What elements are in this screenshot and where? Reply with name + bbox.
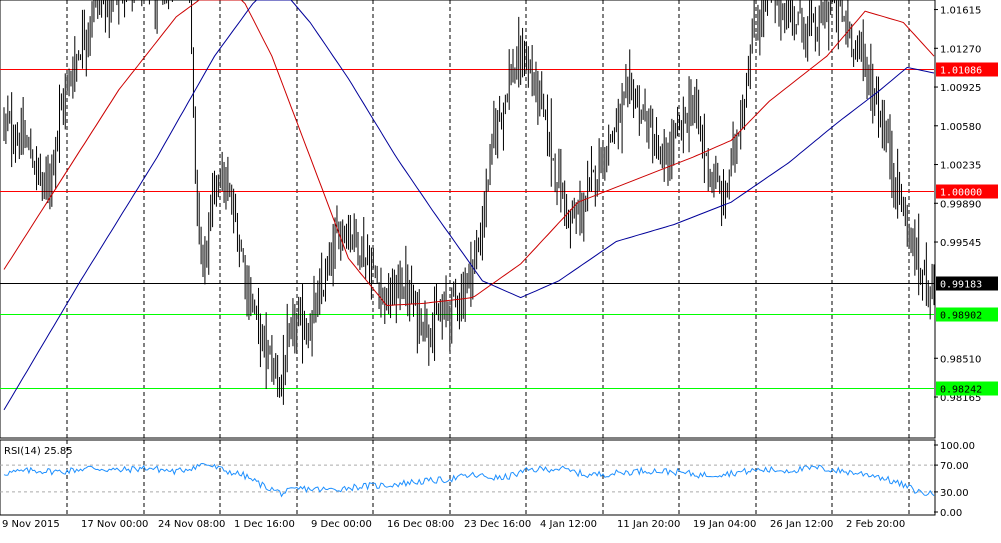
- time-axis-label: 9 Nov 2015: [2, 519, 60, 530]
- ma-blue-line: [3, 0, 935, 411]
- time-axis-label: 4 Jan 12:00: [540, 519, 597, 530]
- time-axis-label: 23 Dec 16:00: [464, 519, 531, 530]
- price-tick-label: 0.99890: [940, 199, 981, 210]
- time-axis-label: 17 Nov 00:00: [81, 519, 148, 530]
- price-tick-label: 0.98510: [940, 354, 981, 365]
- time-axis-label: 19 Jan 04:00: [693, 519, 756, 530]
- rsi-tick-label: 100.00: [940, 441, 975, 452]
- resistance-2-badge-text: 1.00000: [940, 188, 982, 199]
- rsi-tick-label: 30.00: [940, 488, 969, 499]
- resistance-1-badge: [936, 62, 998, 77]
- current-price-badge: [936, 276, 998, 291]
- price-tick-label: 0.99545: [940, 238, 981, 249]
- price-tick-label: 1.00925: [940, 83, 981, 94]
- rsi-line: [3, 462, 935, 498]
- rsi-tick-label: 70.00: [940, 461, 969, 472]
- time-axis-label: 11 Jan 20:00: [617, 519, 680, 530]
- support-2-badge: [936, 381, 998, 396]
- time-axis-label: 9 Dec 00:00: [311, 519, 372, 530]
- current-price-badge-text: 0.99183: [940, 280, 982, 291]
- time-axis-label: 2 Feb 20:00: [846, 519, 905, 530]
- ma-red-line: [3, 0, 935, 307]
- price-tick-label: 1.00580: [940, 122, 981, 133]
- support-1-badge-text: 0.98902: [940, 311, 982, 322]
- time-axis-label: 26 Jan 12:00: [770, 519, 833, 530]
- time-axis-label: 1 Dec 16:00: [234, 519, 295, 530]
- resistance-1-badge-text: 1.01086: [940, 66, 982, 77]
- support-1-badge: [936, 307, 998, 322]
- price-tick-label: 1.00235: [940, 161, 981, 172]
- resistance-2-badge: [936, 184, 998, 199]
- rsi-label: RSI(14) 25.85: [4, 446, 73, 457]
- time-axis-label: 16 Dec 08:00: [387, 519, 454, 530]
- price-tick-label: 0.98165: [940, 393, 981, 404]
- support-2-badge-text: 0.98242: [940, 385, 982, 396]
- price-tick-label: 1.01615: [940, 6, 981, 17]
- price-tick-label: 1.01270: [940, 44, 981, 55]
- price-panel-frame: [0, 0, 936, 439]
- time-axis-label: 24 Nov 08:00: [158, 519, 225, 530]
- rsi-tick-label: 0.00: [940, 508, 962, 519]
